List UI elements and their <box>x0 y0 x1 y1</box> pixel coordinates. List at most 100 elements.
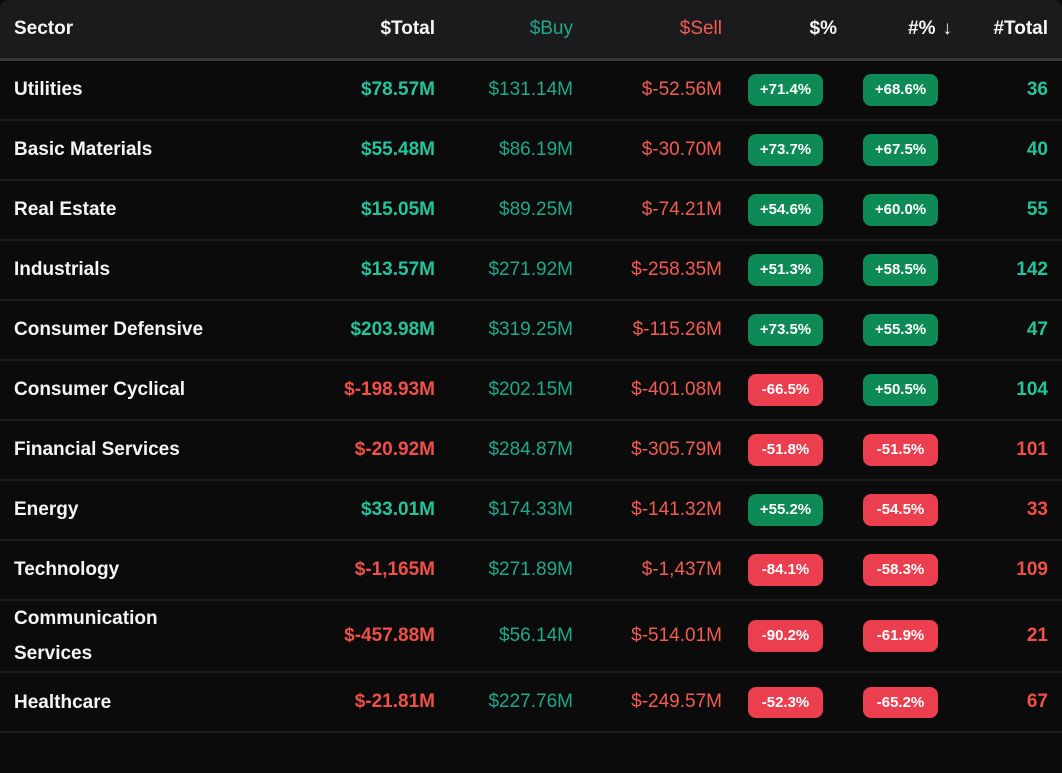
column-header-dollar-percent[interactable]: $% <box>809 18 837 39</box>
count-percent-badge: +68.6% <box>863 74 938 106</box>
dollar-percent-badge: +54.6% <box>748 194 823 226</box>
table-row[interactable]: Consumer Defensive $203.98M $319.25M $-1… <box>0 301 1062 361</box>
column-header-count-total[interactable]: #Total <box>993 18 1048 39</box>
dollar-buy-value: $202.15M <box>488 379 573 400</box>
dollar-percent-badge: +73.5% <box>748 314 823 346</box>
column-header-dollar-sell[interactable]: $Sell <box>679 18 722 39</box>
count-percent-badge: +60.0% <box>863 194 938 226</box>
dollar-total-value: $-457.88M <box>344 625 435 647</box>
table-row[interactable]: Communication Services $-457.88M $56.14M… <box>0 601 1062 674</box>
dollar-percent-badge: +71.4% <box>748 74 823 106</box>
column-header-count-percent[interactable]: #% ↓ <box>837 18 952 40</box>
dollar-total-value: $-20.92M <box>354 439 435 460</box>
count-percent-badge: +67.5% <box>863 134 938 166</box>
table-row[interactable]: Consumer Cyclical $-198.93M $202.15M $-4… <box>0 361 1062 421</box>
dollar-total-value: $-198.93M <box>344 379 435 400</box>
table-body: Utilities $78.57M $131.14M $-52.56M +71.… <box>0 61 1062 734</box>
count-percent-badge: -51.5% <box>863 434 938 466</box>
sort-descending-icon: ↓ <box>942 18 953 39</box>
dollar-total-value: $203.98M <box>350 319 435 340</box>
table-row[interactable]: Financial Services $-20.92M $284.87M $-3… <box>0 421 1062 481</box>
sector-name: Healthcare <box>14 691 112 713</box>
dollar-percent-badge: +55.2% <box>748 494 823 526</box>
sector-name: Industrials <box>14 259 111 281</box>
sector-name: Utilities <box>14 79 83 101</box>
dollar-buy-value: $284.87M <box>488 439 573 460</box>
count-total-value: 67 <box>1026 691 1048 713</box>
dollar-sell-value: $-514.01M <box>631 625 722 647</box>
count-percent-badge: +58.5% <box>863 254 938 286</box>
sector-name: Consumer Defensive <box>14 319 204 341</box>
column-header-sector[interactable]: Sector <box>14 18 74 39</box>
dollar-buy-value: $319.25M <box>488 319 573 340</box>
table-row[interactable]: Technology $-1,165M $271.89M $-1,437M -8… <box>0 541 1062 601</box>
dollar-sell-value: $-258.35M <box>631 259 722 280</box>
dollar-buy-value: $89.25M <box>499 199 573 220</box>
dollar-sell-value: $-305.79M <box>631 439 722 460</box>
column-header-dollar-total[interactable]: $Total <box>380 18 435 39</box>
count-percent-label: #% <box>908 18 936 39</box>
dollar-buy-value: $86.19M <box>499 139 573 160</box>
dollar-buy-value: $227.76M <box>488 691 573 713</box>
count-percent-badge: -61.9% <box>863 620 938 652</box>
dollar-buy-value: $131.14M <box>488 79 573 100</box>
dollar-sell-value: $-52.56M <box>641 79 722 100</box>
sector-name: Communication Services <box>14 608 158 665</box>
table-header-row: Sector $Total $Buy $Sell $% #% ↓ #Total <box>0 0 1062 61</box>
dollar-percent-badge: -66.5% <box>748 374 823 406</box>
dollar-sell-value: $-30.70M <box>641 139 722 160</box>
dollar-sell-value: $-115.26M <box>632 319 722 340</box>
count-total-value: 40 <box>1026 139 1048 160</box>
table-row[interactable]: Real Estate $15.05M $89.25M $-74.21M +54… <box>0 181 1062 241</box>
sector-name: Energy <box>14 499 79 521</box>
count-percent-badge: +50.5% <box>863 374 938 406</box>
dollar-sell-value: $-74.21M <box>641 199 722 220</box>
dollar-sell-value: $-401.08M <box>631 379 722 400</box>
sector-name: Technology <box>14 559 120 581</box>
dollar-percent-badge: +73.7% <box>748 134 823 166</box>
count-total-value: 21 <box>1026 625 1048 647</box>
column-header-dollar-buy[interactable]: $Buy <box>529 18 573 39</box>
count-total-value: 104 <box>1016 379 1048 400</box>
dollar-percent-badge: -52.3% <box>748 686 823 719</box>
sector-name: Consumer Cyclical <box>14 379 186 401</box>
count-percent-badge: -54.5% <box>863 494 938 526</box>
count-total-value: 55 <box>1026 199 1048 220</box>
dollar-percent-badge: -51.8% <box>748 434 823 466</box>
dollar-buy-value: $271.92M <box>488 259 573 280</box>
dollar-buy-value: $56.14M <box>499 625 573 647</box>
dollar-sell-value: $-249.57M <box>631 691 722 713</box>
count-total-value: 142 <box>1016 259 1048 280</box>
dollar-total-value: $13.57M <box>361 259 435 280</box>
dollar-buy-value: $271.89M <box>488 559 573 580</box>
count-total-value: 36 <box>1026 79 1048 100</box>
dollar-total-value: $-21.81M <box>354 691 435 713</box>
count-total-value: 33 <box>1026 499 1048 520</box>
table-row[interactable]: Basic Materials $55.48M $86.19M $-30.70M… <box>0 121 1062 181</box>
dollar-percent-badge: +51.3% <box>748 254 823 286</box>
dollar-buy-value: $174.33M <box>488 499 573 520</box>
dollar-percent-badge: -84.1% <box>748 554 823 586</box>
dollar-total-value: $15.05M <box>361 199 435 220</box>
table-row[interactable]: Healthcare $-21.81M $227.76M $-249.57M -… <box>0 673 1062 734</box>
count-total-value: 101 <box>1016 439 1048 460</box>
dollar-total-value: $33.01M <box>361 499 435 520</box>
dollar-sell-value: $-141.32M <box>631 499 722 520</box>
dollar-total-value: $-1,165M <box>354 559 435 580</box>
dollar-total-value: $55.48M <box>361 139 435 160</box>
count-percent-badge: +55.3% <box>863 314 938 346</box>
table-row[interactable]: Industrials $13.57M $271.92M $-258.35M +… <box>0 241 1062 301</box>
dollar-total-value: $78.57M <box>361 79 435 100</box>
dollar-percent-badge: -90.2% <box>748 620 823 652</box>
dollar-sell-value: $-1,437M <box>641 559 722 580</box>
table-row[interactable]: Utilities $78.57M $131.14M $-52.56M +71.… <box>0 61 1062 121</box>
sector-name: Financial Services <box>14 439 180 461</box>
sector-name: Real Estate <box>14 199 117 221</box>
table-row[interactable]: Energy $33.01M $174.33M $-141.32M +55.2%… <box>0 481 1062 541</box>
count-total-value: 109 <box>1016 559 1048 580</box>
count-percent-badge: -65.2% <box>863 686 938 719</box>
count-total-value: 47 <box>1026 319 1048 340</box>
count-percent-badge: -58.3% <box>863 554 938 586</box>
sector-name: Basic Materials <box>14 139 153 161</box>
